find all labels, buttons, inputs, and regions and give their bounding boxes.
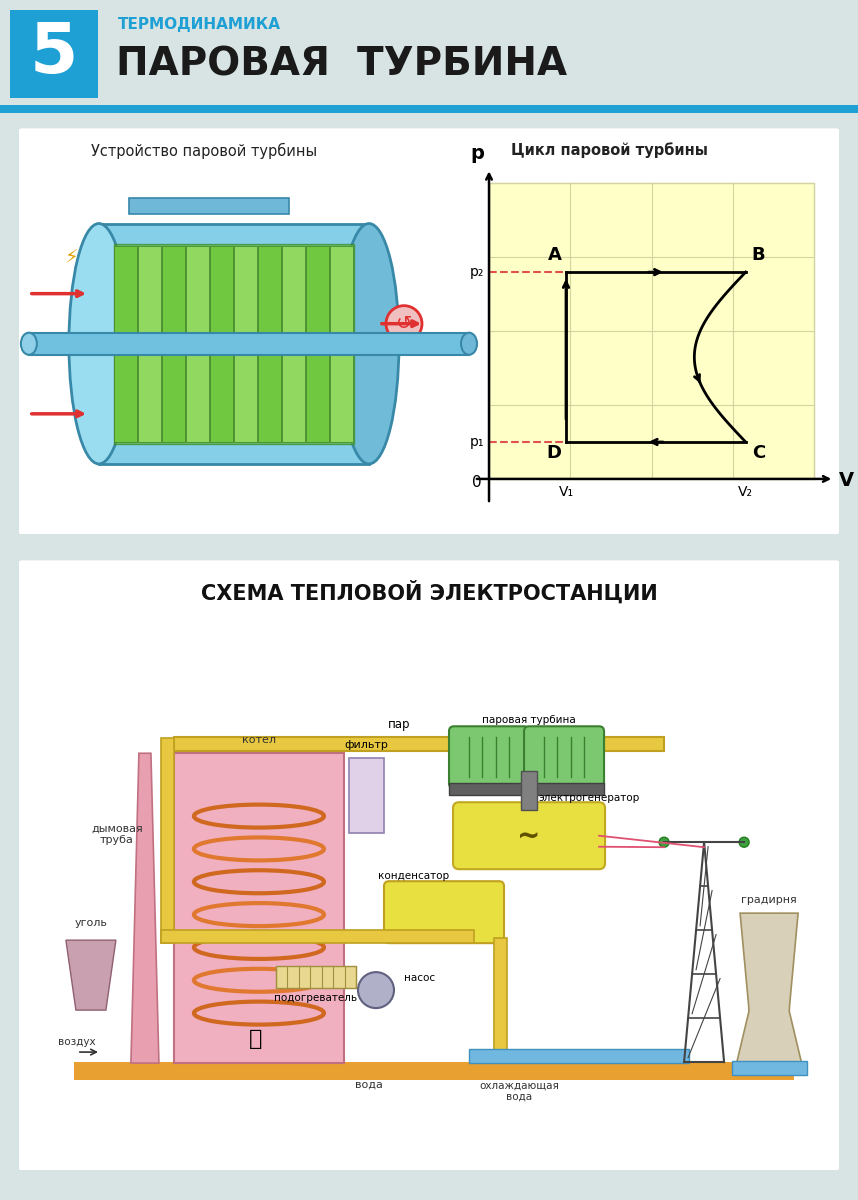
Bar [114, 244, 354, 444]
Bar [449, 784, 604, 796]
Text: ~: ~ [517, 822, 541, 851]
Text: 🔥: 🔥 [249, 1030, 263, 1049]
Bar [732, 1061, 807, 1075]
Bar [349, 758, 384, 833]
Text: паровая турбина: паровая турбина [482, 715, 576, 725]
Bar [469, 1049, 689, 1063]
Text: охлаждающая
вода: охлаждающая вода [479, 1080, 559, 1102]
Text: B: B [752, 246, 765, 264]
Text: Устройство паровой турбины: Устройство паровой турбины [91, 143, 317, 158]
Text: C: C [752, 444, 765, 462]
Text: ПАРОВАЯ  ТУРБИНА: ПАРОВАЯ ТУРБИНА [116, 46, 567, 84]
Text: конденсатор: конденсатор [378, 871, 450, 881]
Bar [234, 246, 257, 442]
Circle shape [386, 306, 422, 342]
Bar [99, 223, 369, 464]
FancyBboxPatch shape [18, 559, 840, 1171]
FancyBboxPatch shape [384, 881, 504, 943]
Bar [0, 104, 858, 113]
Text: пар: пар [388, 719, 410, 731]
Text: A: A [548, 246, 562, 264]
Bar [494, 938, 507, 1063]
Bar [210, 246, 233, 442]
Bar [306, 246, 329, 442]
Bar [489, 184, 814, 479]
Bar [186, 246, 209, 442]
Text: дымовая
труба: дымовая труба [91, 823, 142, 845]
Text: V₂: V₂ [738, 485, 753, 499]
Polygon shape [736, 913, 801, 1063]
Bar [276, 966, 356, 988]
Circle shape [739, 838, 749, 847]
Text: V₁: V₁ [559, 485, 574, 499]
Text: уголь: уголь [75, 918, 107, 928]
Bar [330, 246, 353, 442]
Polygon shape [131, 754, 159, 1063]
Text: V: V [839, 472, 855, 491]
Ellipse shape [339, 223, 399, 464]
Text: вода: вода [355, 1080, 383, 1090]
Text: насос: насос [404, 973, 435, 983]
Bar [258, 246, 281, 442]
Bar [138, 246, 161, 442]
Bar [282, 246, 305, 442]
Bar [74, 1062, 795, 1080]
Text: ТЕРМОДИНАМИКА: ТЕРМОДИНАМИКА [118, 18, 281, 32]
FancyBboxPatch shape [524, 726, 604, 788]
Bar [174, 737, 664, 751]
Text: фильтр: фильтр [344, 740, 388, 750]
Text: Цикл паровой турбины: Цикл паровой турбины [511, 143, 708, 158]
Text: 5: 5 [30, 20, 78, 88]
Text: градирня: градирня [741, 895, 797, 905]
Text: котел: котел [242, 736, 276, 745]
Polygon shape [66, 940, 116, 1010]
Text: воздух: воздух [58, 1037, 96, 1048]
Text: p₁: p₁ [470, 434, 484, 449]
Text: 0: 0 [472, 475, 482, 491]
Text: D: D [546, 444, 561, 462]
Text: p: p [470, 144, 484, 163]
Bar [161, 930, 474, 943]
FancyBboxPatch shape [18, 127, 840, 535]
FancyBboxPatch shape [449, 726, 529, 788]
Circle shape [358, 972, 394, 1008]
Bar [162, 246, 185, 442]
Text: ⚡: ⚡ [63, 248, 77, 268]
Ellipse shape [69, 223, 129, 464]
Bar [129, 198, 289, 214]
Text: p₂: p₂ [470, 265, 484, 280]
Text: ↺: ↺ [396, 314, 412, 334]
Text: подогреватель: подогреватель [275, 994, 358, 1003]
FancyBboxPatch shape [453, 803, 605, 869]
Bar [161, 738, 174, 943]
Bar [174, 754, 344, 1063]
Bar [114, 246, 137, 442]
Bar [29, 332, 469, 355]
Ellipse shape [21, 332, 37, 355]
Bar [521, 772, 537, 810]
Text: электрогенератор: электрогенератор [539, 793, 640, 803]
Circle shape [659, 838, 669, 847]
Ellipse shape [461, 332, 477, 355]
Bar [10, 10, 98, 98]
Text: СХЕМА ТЕПЛОВОЙ ЭЛЕКТРОСТАНЦИИ: СХЕМА ТЕПЛОВОЙ ЭЛЕКТРОСТАНЦИИ [201, 581, 657, 604]
